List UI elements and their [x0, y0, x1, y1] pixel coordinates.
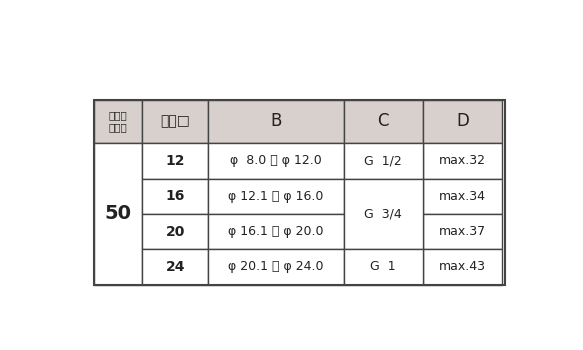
Text: C: C [377, 112, 389, 131]
Bar [343, 249, 423, 285]
Bar [94, 143, 142, 285]
Text: 50: 50 [104, 204, 132, 223]
Bar [343, 143, 423, 178]
Text: D: D [456, 112, 469, 131]
Text: max.34: max.34 [439, 190, 486, 203]
Bar [423, 100, 502, 143]
Text: φ 20.1 ～ φ 24.0: φ 20.1 ～ φ 24.0 [228, 260, 324, 273]
Text: φ 16.1 ～ φ 20.0: φ 16.1 ～ φ 20.0 [228, 225, 324, 238]
Text: max.37: max.37 [439, 225, 486, 238]
Bar [142, 100, 208, 143]
Bar [142, 143, 208, 178]
Text: B: B [270, 112, 282, 131]
Bar [142, 214, 208, 249]
Bar [423, 143, 502, 178]
Bar [208, 100, 343, 143]
Text: シェル
サイズ: シェル サイズ [108, 111, 128, 132]
Text: 24: 24 [166, 260, 185, 274]
Bar [94, 100, 504, 285]
Bar [94, 100, 142, 143]
Bar [208, 214, 343, 249]
Text: 12: 12 [166, 154, 185, 168]
Bar [343, 178, 423, 249]
Text: max.43: max.43 [439, 260, 486, 273]
Text: φ 12.1 ～ φ 16.0: φ 12.1 ～ φ 16.0 [228, 190, 324, 203]
Bar [208, 143, 343, 178]
Bar [423, 249, 502, 285]
Text: G  1: G 1 [370, 260, 396, 273]
Text: 16: 16 [166, 189, 185, 203]
Bar [423, 214, 502, 249]
Text: G  3/4: G 3/4 [364, 207, 402, 220]
Bar [423, 178, 502, 214]
Text: φ  8.0 ～ φ 12.0: φ 8.0 ～ φ 12.0 [230, 154, 322, 167]
Bar [208, 249, 343, 285]
Text: 20: 20 [166, 225, 185, 239]
Text: max.32: max.32 [439, 154, 486, 167]
Text: G  1/2: G 1/2 [364, 154, 402, 167]
Bar [142, 178, 208, 214]
Text: 記号□: 記号□ [160, 114, 190, 128]
Bar [343, 100, 423, 143]
Bar [208, 178, 343, 214]
Bar [142, 249, 208, 285]
